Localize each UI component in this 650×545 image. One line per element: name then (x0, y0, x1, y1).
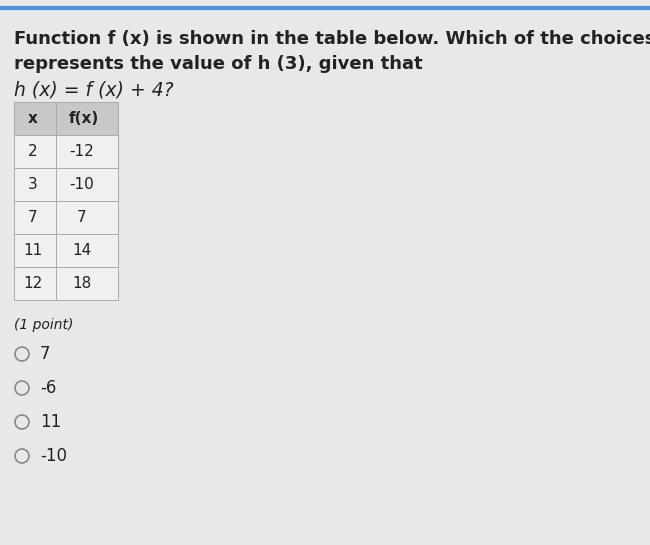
Text: 2: 2 (28, 144, 38, 159)
Text: 7: 7 (40, 345, 51, 363)
Text: -6: -6 (40, 379, 57, 397)
Bar (56, 267, 118, 300)
Bar (14, 168, 56, 201)
Bar (56, 201, 118, 234)
Text: f(x): f(x) (69, 111, 99, 126)
Text: -10: -10 (40, 447, 67, 465)
Text: 14: 14 (72, 243, 92, 258)
Text: 7: 7 (77, 210, 87, 225)
Bar (56, 102, 118, 135)
Text: 18: 18 (72, 276, 92, 291)
Text: 7: 7 (28, 210, 38, 225)
Bar (56, 168, 118, 201)
Text: -10: -10 (70, 177, 94, 192)
Text: 11: 11 (40, 413, 61, 431)
Bar (56, 234, 118, 267)
Bar (14, 102, 56, 135)
Text: h (x) = f (x) + 4?: h (x) = f (x) + 4? (14, 80, 174, 99)
Bar (56, 135, 118, 168)
Bar (14, 267, 56, 300)
Text: 11: 11 (23, 243, 42, 258)
Bar (14, 201, 56, 234)
Text: x: x (28, 111, 38, 126)
Bar (14, 135, 56, 168)
Text: 3: 3 (28, 177, 38, 192)
Text: -12: -12 (70, 144, 94, 159)
Bar (14, 234, 56, 267)
Text: (1 point): (1 point) (14, 318, 73, 332)
Text: Function f (x) is shown in the table below. Which of the choices: Function f (x) is shown in the table bel… (14, 30, 650, 48)
Text: represents the value of h (3), given that: represents the value of h (3), given tha… (14, 55, 422, 73)
Text: 12: 12 (23, 276, 42, 291)
